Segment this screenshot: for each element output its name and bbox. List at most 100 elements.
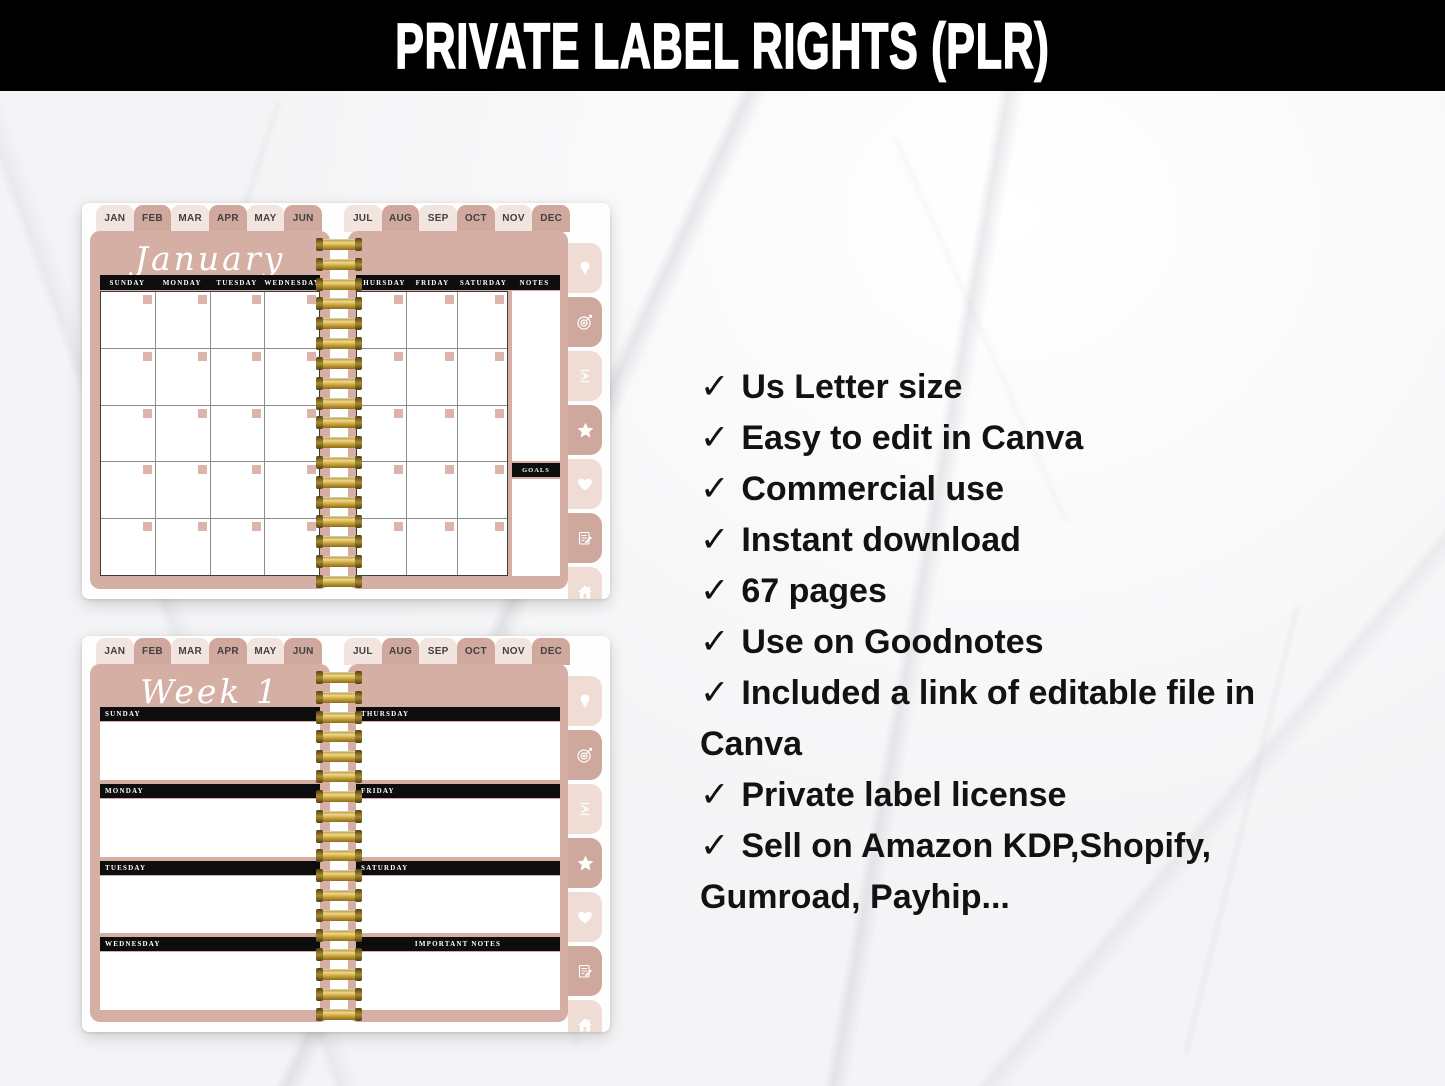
weekly-writing-box bbox=[356, 875, 560, 934]
monthly-left-page: January SUNDAY MONDAY TUESDAY WEDNESDAY bbox=[90, 231, 330, 589]
calendar-cell bbox=[155, 405, 210, 462]
feature-item: ✓ Instant download bbox=[700, 515, 1355, 566]
month-tab: JUN bbox=[284, 205, 323, 232]
feature-text: Private label license bbox=[741, 776, 1067, 814]
checkmark-icon: ✓ bbox=[700, 469, 730, 509]
binding-ring bbox=[316, 297, 362, 311]
weekly-day-label: WEDNESDAY bbox=[100, 937, 320, 952]
binding-ring bbox=[316, 809, 362, 823]
day-header-label: WEDNESDAY bbox=[264, 278, 321, 287]
month-tab: DEC bbox=[532, 205, 571, 232]
weekly-section: FRIDAY bbox=[356, 783, 560, 857]
home-icon bbox=[578, 1018, 592, 1032]
month-tab: APR bbox=[209, 205, 247, 232]
binding-ring bbox=[316, 337, 362, 351]
weekly-section: SATURDAY bbox=[356, 860, 560, 934]
checkmark-icon: ✓ bbox=[700, 571, 730, 611]
binding-ring bbox=[316, 416, 362, 430]
week-title: Week 1 bbox=[140, 672, 280, 711]
calendar-cell bbox=[155, 519, 210, 575]
feature-text: Sell on Amazon KDP,Shopify, Gumroad, Pay… bbox=[700, 827, 1212, 916]
side-tab-notes bbox=[568, 513, 602, 563]
weekly-writing-box bbox=[356, 798, 560, 857]
day-header-label: THURSDAY bbox=[357, 278, 406, 287]
home-icon bbox=[578, 585, 592, 599]
binding-ring bbox=[316, 455, 362, 469]
feature-list: ✓ Us Letter size ✓ Easy to edit in Canva ✓… bbox=[700, 362, 1355, 923]
side-tab-goals bbox=[568, 730, 602, 780]
target-icon bbox=[577, 314, 593, 330]
feature-item: ✓ Commercial use bbox=[700, 464, 1355, 515]
weekly-day-label: FRIDAY bbox=[356, 783, 560, 798]
side-tabs bbox=[568, 243, 602, 599]
feature-item: ✓ Us Letter size bbox=[700, 362, 1355, 413]
calendar-cell bbox=[265, 348, 319, 405]
month-tab: MAY bbox=[246, 205, 285, 232]
checkmark-icon: ✓ bbox=[700, 775, 730, 815]
side-tab-fitness bbox=[568, 784, 602, 834]
feature-item: ✓ 67 pages bbox=[700, 566, 1355, 617]
binding-ring bbox=[316, 356, 362, 370]
binding-ring bbox=[316, 1007, 362, 1021]
binding-ring bbox=[316, 495, 362, 509]
day-header-label: MONDAY bbox=[162, 278, 202, 287]
weekly-day-label: MONDAY bbox=[100, 783, 320, 798]
binding-ring bbox=[316, 869, 362, 883]
weekly-writing-box bbox=[356, 722, 560, 780]
weekly-section: MONDAY bbox=[100, 783, 320, 857]
side-tab-home bbox=[568, 567, 602, 599]
lightbulb-icon bbox=[580, 261, 590, 275]
calendar-cell bbox=[210, 405, 265, 462]
weekly-left-page: Week 1 SUNDAY MONDAY TUESDAY bbox=[90, 664, 330, 1022]
checkmark-icon: ✓ bbox=[700, 520, 730, 560]
banner: PRIVATE LABEL RIGHTS (PLR) bbox=[0, 0, 1445, 91]
month-tab: JAN bbox=[96, 638, 134, 665]
monthly-planner-mockup[interactable]: JAN FEB MAR APR MAY JUN JUL AUG SEP OCT NOV DEC Ja… bbox=[82, 203, 610, 599]
day-header-label: TUESDAY bbox=[216, 278, 258, 287]
side-tab-health bbox=[568, 892, 602, 942]
checkmark-icon: ✓ bbox=[700, 367, 730, 407]
spiral-binding bbox=[316, 671, 362, 1021]
weekly-writing-box bbox=[100, 722, 320, 780]
calendar-cell bbox=[155, 462, 210, 519]
side-tabs bbox=[568, 676, 602, 1032]
binding-ring bbox=[316, 436, 362, 450]
binding-ring bbox=[316, 555, 362, 568]
calendar-cell bbox=[357, 519, 407, 575]
month-tab: OCT bbox=[457, 205, 495, 232]
day-headers: THURSDAY FRIDAY SATURDAY bbox=[356, 275, 509, 290]
month-tabs-jul-dec: JUL AUG SEP OCT NOV DEC bbox=[344, 638, 571, 665]
weekly-section: TUESDAY bbox=[100, 860, 320, 934]
side-tab-notes bbox=[568, 946, 602, 996]
feature-item: ✓ Easy to edit in Canva bbox=[700, 413, 1355, 464]
binding-ring bbox=[316, 948, 362, 962]
checkmark-icon: ✓ bbox=[700, 418, 730, 458]
month-tab: MAY bbox=[246, 638, 285, 665]
calendar-cell bbox=[357, 348, 407, 405]
binding-ring bbox=[316, 317, 362, 331]
month-tab: AUG bbox=[381, 638, 420, 665]
side-tab-favorites bbox=[568, 838, 602, 888]
calendar-cell bbox=[155, 292, 210, 348]
checkmark-icon: ✓ bbox=[700, 622, 730, 662]
binding-ring bbox=[316, 710, 362, 724]
binding-ring bbox=[316, 376, 362, 390]
notepad-icon bbox=[578, 531, 592, 545]
weekly-planner-mockup[interactable]: JAN FEB MAR APR MAY JUN JUL AUG SEP OCT NOV DEC We… bbox=[82, 636, 610, 1032]
calendar-cell bbox=[407, 462, 457, 519]
day-header-label: SUNDAY bbox=[109, 278, 146, 287]
side-tab-home bbox=[568, 1000, 602, 1032]
binding-ring bbox=[316, 535, 362, 549]
calendar-cell bbox=[407, 519, 457, 575]
day-headers: SUNDAY MONDAY TUESDAY WEDNESDAY bbox=[100, 275, 320, 290]
checkmark-icon: ✓ bbox=[700, 826, 730, 866]
day-header-label: SATURDAY bbox=[459, 278, 508, 287]
calendar-grid-left bbox=[100, 291, 320, 576]
binding-ring bbox=[316, 277, 362, 291]
binding-ring bbox=[316, 690, 362, 704]
binding-ring bbox=[316, 238, 362, 251]
month-tabs-jul-dec: JUL AUG SEP OCT NOV DEC bbox=[344, 205, 571, 232]
spiral-binding bbox=[316, 238, 362, 588]
binding-ring bbox=[316, 770, 362, 784]
weekly-section-notes: IMPORTANT NOTES bbox=[356, 937, 560, 1010]
